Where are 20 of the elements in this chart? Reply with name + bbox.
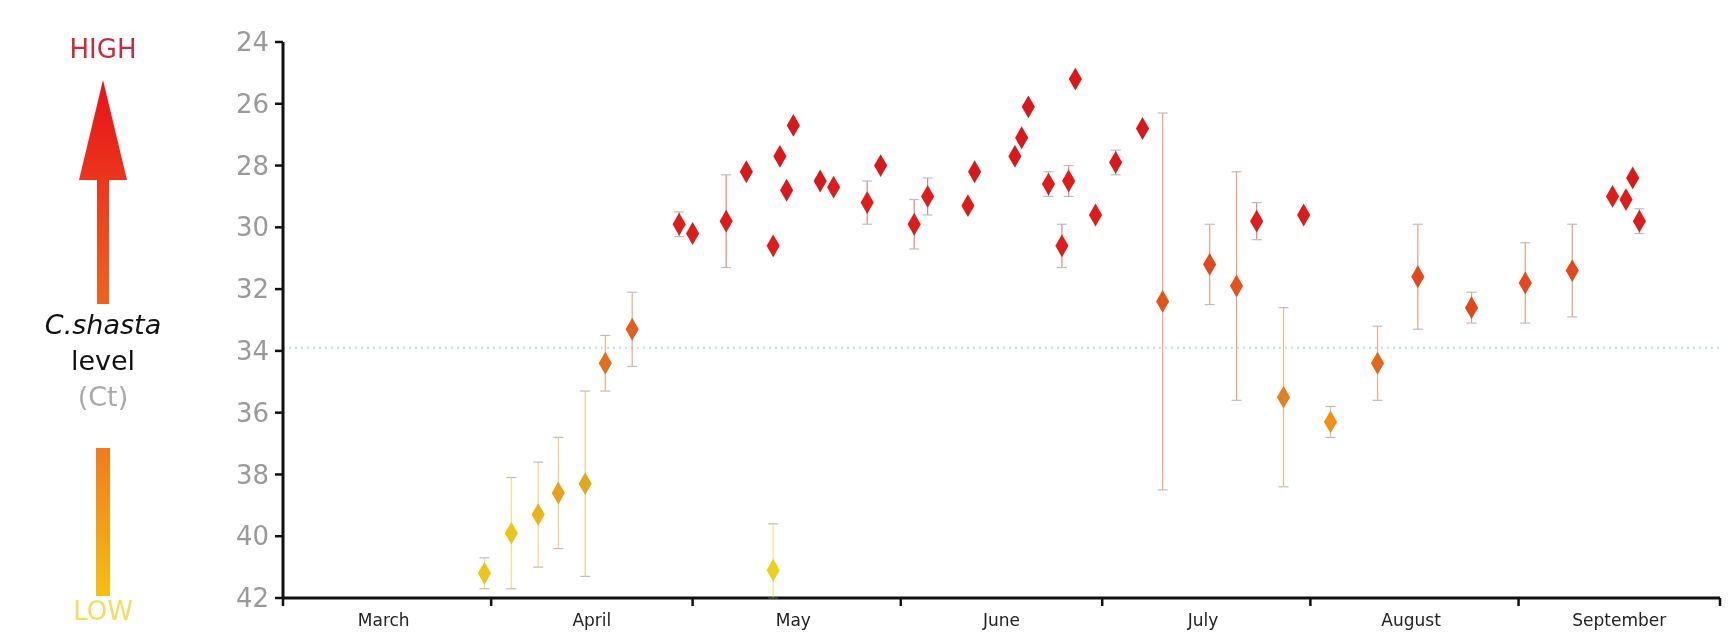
x-tick-label: August xyxy=(1381,610,1442,630)
x-tick-label: May xyxy=(775,610,811,630)
y-tick-label: 42 xyxy=(235,583,269,614)
y-tick-label: 36 xyxy=(235,397,269,428)
y-tick-label: 38 xyxy=(235,459,269,490)
y-tick-label: 34 xyxy=(235,335,269,366)
y-tick-label: 32 xyxy=(235,274,269,305)
x-tick-label: September xyxy=(1572,610,1667,630)
x-tick-label: April xyxy=(572,610,612,630)
text: LOW xyxy=(73,596,133,626)
y-tick-label: 24 xyxy=(235,27,269,58)
x-tick-label: June xyxy=(981,610,1021,630)
text: HIGH xyxy=(69,34,137,64)
y-tick-label: 28 xyxy=(235,150,269,181)
x-tick-label: March xyxy=(357,610,410,630)
y-tick-label: 40 xyxy=(235,521,269,552)
y-axis-title: C.shasta level (Ct) xyxy=(44,309,162,412)
x-tick-label: July xyxy=(1186,610,1219,630)
y-tick-label: 26 xyxy=(235,88,269,119)
y-tick-label: 30 xyxy=(235,212,269,243)
